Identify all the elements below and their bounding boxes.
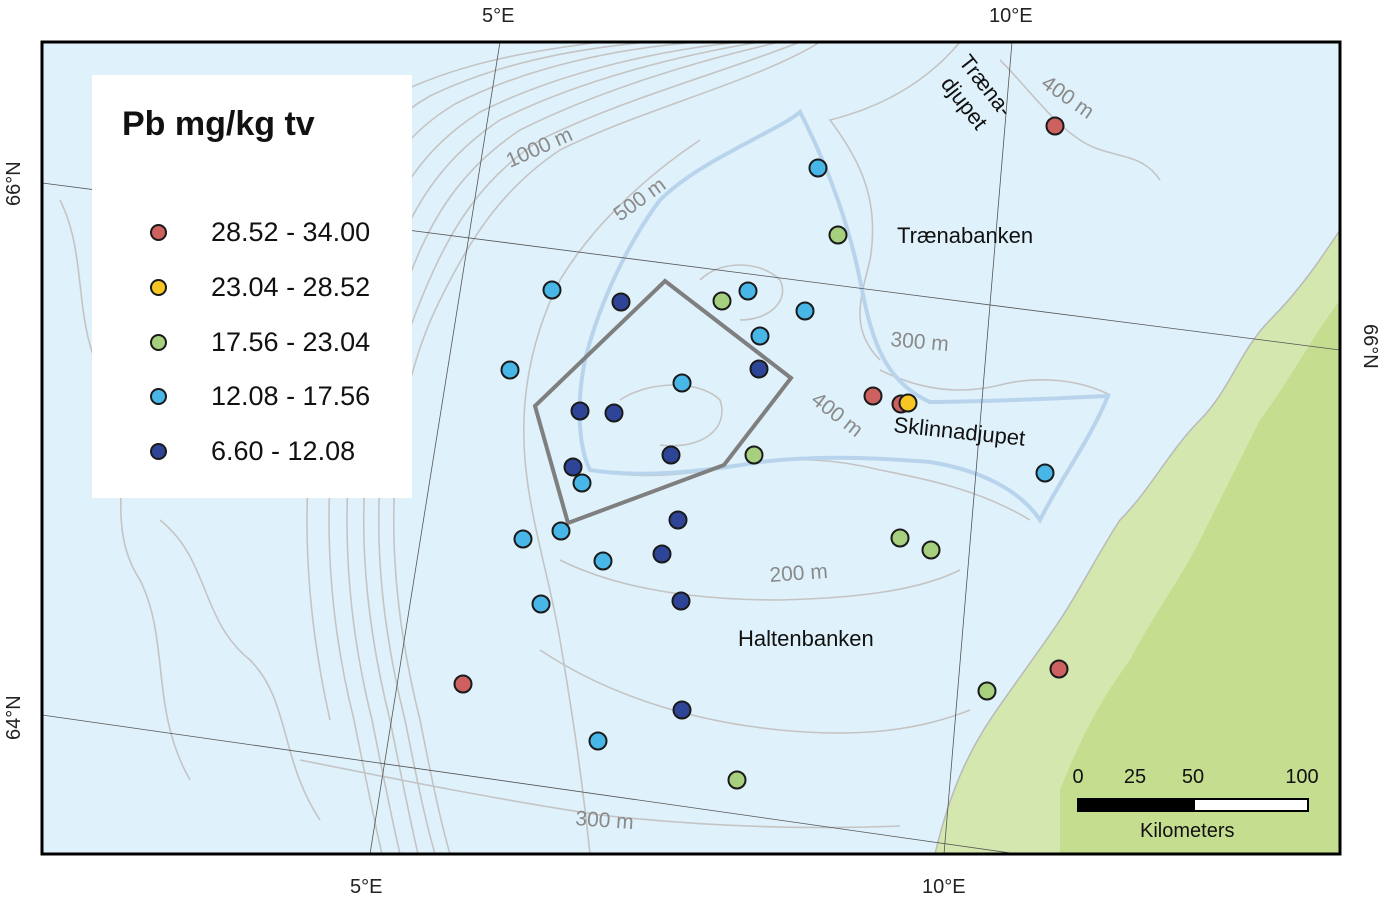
sample-points [453, 116, 1069, 790]
scale-tick: 0 [1072, 766, 1084, 788]
label-left-64n: 64°N [3, 695, 25, 740]
scale-tick: 50 [1181, 766, 1205, 788]
sample-point [611, 292, 631, 312]
sample-point [604, 403, 624, 423]
label-left-66n: 66°N [3, 161, 25, 206]
sample-point [551, 521, 571, 541]
map-frame [40, 40, 1342, 856]
scale-segment [1195, 800, 1307, 810]
legend-item: 23.04 - 28.52 [150, 267, 370, 307]
scale-tick: 100 [1285, 766, 1319, 788]
sample-point [542, 280, 562, 300]
scale-bar: 0 25 50 100 Kilometers [1072, 766, 1319, 846]
legend-swatch [150, 442, 167, 460]
sample-point [500, 360, 520, 380]
sample-point [1035, 463, 1055, 483]
label-right-66n: 66°N [1359, 324, 1381, 369]
sample-point [921, 540, 941, 560]
legend-label: 6.60 - 12.08 [211, 435, 356, 466]
depth-label-200: 200 m [769, 560, 829, 587]
sample-point [672, 373, 692, 393]
sample-point [744, 445, 764, 465]
survey-polygon [532, 278, 794, 526]
scale-unit: Kilometers [1140, 820, 1235, 842]
sample-point [808, 158, 828, 178]
sample-point [572, 473, 592, 493]
sample-point [898, 393, 918, 413]
sample-point [453, 674, 473, 694]
label-top-10e: 10°E [989, 5, 1033, 27]
legend-swatch [150, 223, 167, 241]
sample-point [795, 301, 815, 321]
sample-point [738, 281, 758, 301]
sample-point [1049, 659, 1069, 679]
depth-label-300-east: 300 m [890, 328, 950, 356]
depth-label-300-south: 300 m [575, 807, 635, 834]
scale-segment [1079, 800, 1137, 810]
sample-point [570, 401, 590, 421]
sample-point [977, 681, 997, 701]
place-traenabanken: Trænabanken [897, 223, 1033, 248]
sample-point [531, 594, 551, 614]
legend-item: 17.56 - 23.04 [150, 322, 370, 362]
sample-point [863, 386, 883, 406]
sample-point [652, 544, 672, 564]
land-highlands [1060, 300, 1340, 854]
sample-point [563, 457, 583, 477]
sample-point [750, 326, 770, 346]
legend-item: 6.60 - 12.08 [150, 431, 355, 471]
trough-outline [577, 108, 1112, 524]
sample-point [668, 510, 688, 530]
sample-point [661, 445, 681, 465]
coastline [934, 229, 1340, 854]
legend-swatch [150, 278, 167, 296]
sample-point [588, 731, 608, 751]
scale-tick: 25 [1123, 766, 1147, 788]
label-bottom-10e: 10°E [922, 876, 966, 898]
scale-segment [1137, 800, 1195, 810]
sample-point [672, 700, 692, 720]
sample-point [1045, 116, 1065, 136]
legend-item: 12.08 - 17.56 [150, 376, 370, 416]
place-haltenbanken: Haltenbanken [738, 626, 874, 651]
sample-point [828, 225, 848, 245]
scale-bar-graphic [1077, 798, 1309, 812]
sample-point [727, 770, 747, 790]
legend-swatch [150, 333, 167, 351]
legend-label: 12.08 - 17.56 [211, 380, 371, 411]
legend-item: 28.52 - 34.00 [150, 212, 370, 252]
legend: Pb mg/kg tv 28.52 - 34.00 23.04 - 28.52 … [92, 75, 412, 498]
sample-point [890, 528, 910, 548]
legend-label: 23.04 - 28.52 [211, 271, 371, 302]
label-top-5e: 5°E [482, 5, 514, 27]
legend-label: 28.52 - 34.00 [211, 216, 371, 247]
sample-point [513, 529, 533, 549]
legend-swatch [150, 387, 167, 405]
label-bottom-5e: 5°E [350, 876, 382, 898]
sample-point [671, 591, 691, 611]
legend-label: 17.56 - 23.04 [211, 326, 371, 357]
sample-point [593, 551, 613, 571]
sample-point [712, 291, 732, 311]
sample-point [749, 359, 769, 379]
legend-title: Pb mg/kg tv [122, 105, 315, 143]
